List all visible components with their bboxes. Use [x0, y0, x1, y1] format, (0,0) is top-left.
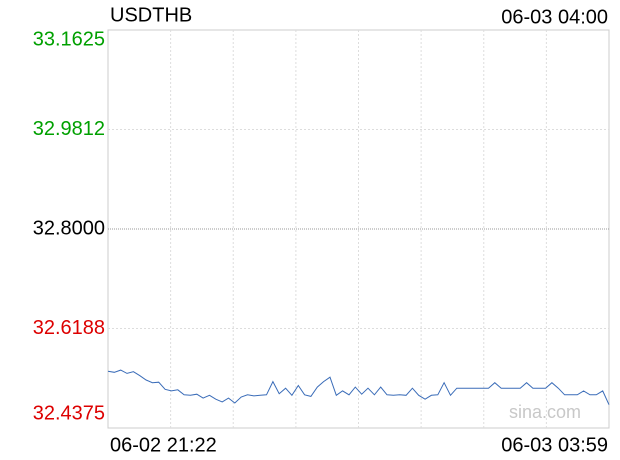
y-tick-label: 32.8000	[33, 217, 105, 239]
price-line	[107, 369, 610, 405]
y-tick-label: 32.6188	[33, 317, 105, 339]
y-tick-label: 32.4375	[33, 402, 105, 424]
watermark: sina.com	[509, 402, 581, 422]
y-tick-label: 33.1625	[33, 28, 105, 50]
chart-title: USDTHB	[110, 4, 192, 26]
x-start-label: 06-02 21:22	[110, 434, 217, 456]
x-end-label: 06-03 03:59	[501, 434, 608, 456]
timestamp: 06-03 04:00	[501, 6, 608, 28]
y-tick-label: 32.9812	[33, 118, 105, 140]
